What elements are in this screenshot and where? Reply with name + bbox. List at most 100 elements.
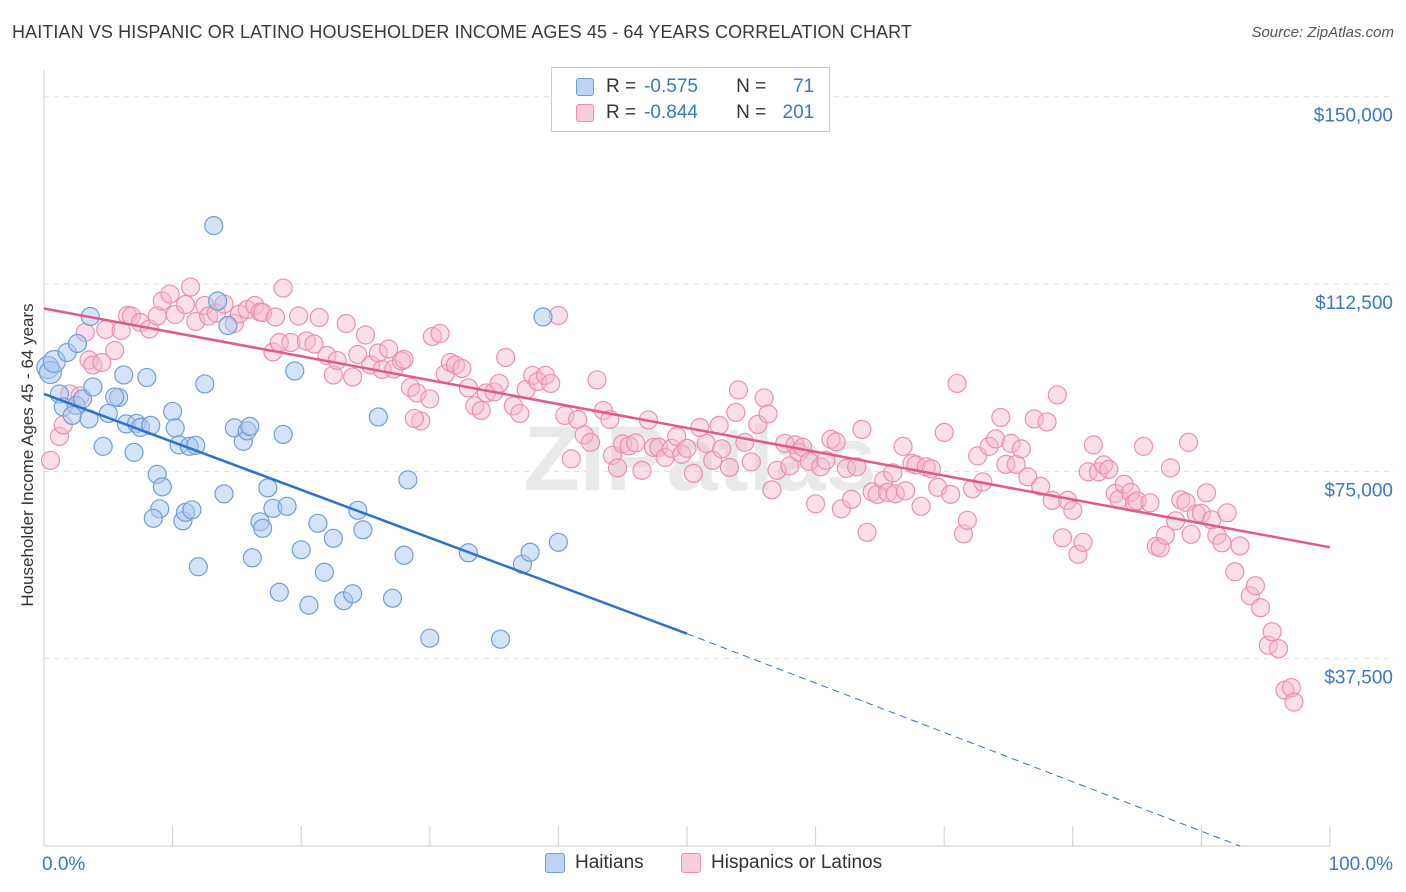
hispanic-point [574, 425, 594, 445]
hispanic-point [587, 370, 607, 390]
hispanic-point [893, 436, 913, 456]
haitian-point [242, 548, 262, 568]
bottom-legend-haitians-label: Haitians [575, 852, 644, 873]
axes [43, 70, 1331, 847]
hispanic-point [1268, 639, 1289, 659]
haitian-point [308, 513, 328, 533]
hispanic-point [561, 449, 581, 469]
hispanic-point [661, 438, 682, 458]
hispanic-point [1150, 538, 1170, 558]
legend-r-value: -0.844 [644, 102, 698, 123]
hispanic-point [719, 457, 740, 477]
bottom-legend-hispanics: Hispanics or Latinos [681, 852, 882, 874]
y-tick-label: $150,000 [1314, 106, 1393, 127]
hispanic-point [1006, 454, 1026, 474]
hispanic-point [327, 350, 347, 371]
bottom-legend-hispanics-label: Hispanics or Latinos [711, 852, 883, 873]
y-tick-labels: $37,500 $75,000 $112,500 $150,000 [1314, 106, 1393, 689]
legend-n-label: N = [736, 102, 767, 123]
hispanic-point [726, 402, 746, 423]
hispanic-point [1262, 622, 1282, 642]
hispanic-point [323, 365, 343, 385]
hispanic-point [1284, 692, 1304, 712]
hispanic-point [1212, 533, 1232, 553]
hispanic-point [175, 294, 196, 315]
hispanic-point [489, 373, 509, 394]
hispanic-point [1068, 544, 1088, 564]
hispanic-point [852, 419, 872, 440]
hispanic-point [986, 429, 1006, 449]
haitian-point [277, 496, 297, 516]
trend-lines [43, 307, 1331, 847]
hispanic-point [996, 454, 1016, 474]
haitian-point [420, 628, 440, 648]
hispanic-point [607, 458, 628, 478]
hispanic-point [690, 417, 710, 438]
haitians-swatch [576, 78, 594, 96]
haitian-point [291, 540, 311, 560]
hispanic-point [1133, 436, 1154, 456]
haitians-swatch [545, 853, 565, 873]
hispanic-point [625, 433, 646, 453]
haitian-point [533, 307, 553, 327]
haitian-point [394, 545, 414, 565]
hispanic-point [754, 388, 774, 408]
hispanic-point [348, 344, 368, 365]
haitian-point [67, 333, 88, 354]
hispanic-point [281, 332, 301, 353]
hispanic-point [1018, 467, 1038, 487]
hispanic-point [510, 403, 530, 424]
haitian-point [152, 477, 172, 497]
haitian-point [258, 478, 278, 498]
hispanic-point [821, 429, 841, 449]
hispanic-point [741, 452, 761, 472]
hispanic-point [165, 304, 185, 325]
hispanic-point [1001, 433, 1021, 453]
hispanic-point [677, 438, 697, 458]
hispanic-point [735, 432, 755, 452]
hispanic-point [842, 489, 862, 509]
hispanic-point [862, 482, 882, 502]
hispanic-point [394, 349, 414, 370]
bottom-legend: Haitians Hispanics or Latinos [0, 852, 1406, 878]
hispanic-point [1225, 562, 1245, 582]
hispanic-point [580, 432, 601, 452]
hispanic-point [440, 352, 460, 373]
hispanic-point [199, 306, 219, 326]
haitian-point [195, 374, 215, 394]
hispanic-point [1063, 500, 1083, 520]
haitian-point [314, 562, 334, 582]
hispanic-point [836, 458, 857, 478]
legend: R = -0.575 N = 71 R = -0.844 N = 201 [551, 67, 830, 132]
hispanic-point [152, 291, 172, 311]
source-label: Source: ZipAtlas.com [1251, 24, 1394, 41]
haitian-point [165, 418, 185, 438]
hispanic-point [911, 496, 931, 516]
hispanic-point [1230, 536, 1250, 556]
hispanic-point [1217, 503, 1237, 523]
haitian-point [285, 361, 305, 381]
haitian-point [182, 500, 202, 520]
hispanic-point [105, 340, 125, 361]
hispanic-point [1083, 435, 1103, 455]
hispanic-point [1031, 476, 1051, 496]
grid-lines [44, 96, 1395, 660]
hispanic-point [420, 389, 440, 409]
haitian-point [273, 424, 293, 445]
hispanic-point [712, 439, 732, 459]
haitian-trend-line [43, 392, 688, 635]
hispanic-point [1171, 490, 1191, 510]
haitian-point [62, 405, 82, 426]
x-tick-label: 100.0% [1329, 854, 1394, 875]
hispanics-swatch [576, 104, 594, 122]
hispanic-point [947, 373, 967, 394]
legend-r-value: -0.575 [644, 76, 698, 97]
hispanic-point [160, 284, 180, 304]
haitian-point [124, 442, 144, 462]
hispanic-point [1181, 524, 1201, 544]
haitian-point [214, 484, 234, 504]
haitian-point [208, 291, 228, 311]
hispanic-point [1196, 483, 1217, 503]
haitian-point [299, 595, 319, 615]
hispanic-point [181, 277, 201, 297]
